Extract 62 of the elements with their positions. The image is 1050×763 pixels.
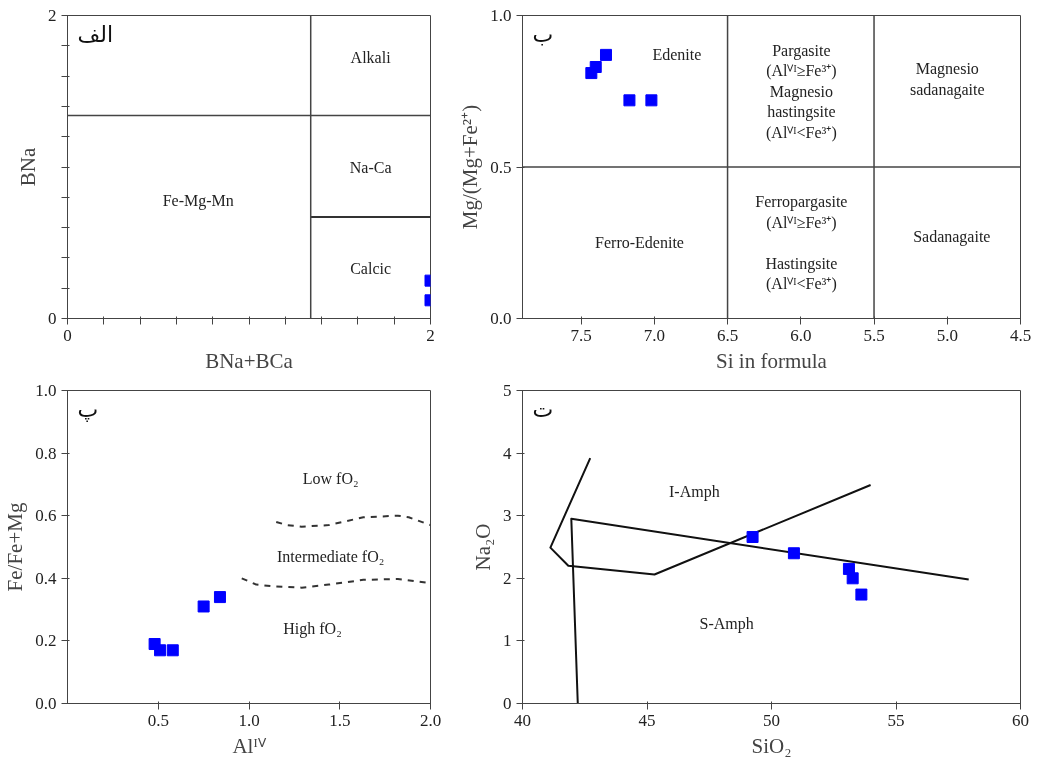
y-tick-label: 1.0	[490, 6, 512, 25]
y-tick-label: 0.0	[490, 309, 512, 328]
chart-title: ب	[532, 21, 554, 47]
x-tick-label: 0	[63, 325, 72, 345]
x-tick-label: 1.0	[238, 710, 260, 730]
x-tick-label: 5.5	[863, 325, 885, 345]
annotation: Ferro-Edenite	[595, 234, 684, 252]
annotation: I-Amph	[668, 483, 720, 502]
y-tick-label: 0.2	[35, 631, 57, 651]
x-axis-title: Si in formula	[716, 348, 828, 373]
x-axis-title: BNa+BCa	[205, 348, 294, 373]
x-axis-title: SiO₂	[751, 733, 792, 758]
x-tick-label: 45	[638, 710, 656, 730]
y-tick-label: 1.0	[35, 381, 57, 400]
x-tick-label: 2	[426, 325, 435, 345]
x-tick-label: 60	[1012, 710, 1029, 730]
y-axis-title: BNa	[16, 147, 40, 187]
annotation: Sadanagaite	[913, 228, 991, 247]
annotation: Low fO₂	[302, 469, 359, 487]
y-tick-label: 2	[503, 568, 512, 588]
x-tick-label: 2.0	[419, 710, 442, 730]
y-tick-label: 1	[503, 631, 512, 651]
y-tick-label: 0.0	[35, 694, 57, 713]
y-tick-label: 2	[48, 6, 57, 25]
y-axis-title: Na₂O	[471, 523, 495, 571]
annotation: Pargasite (Alⱽᴵ≥Fe³⁺) Magnesio hastingsite (Alⱽᴵ<Fe³⁺)	[766, 41, 837, 142]
x-axis-title: Alᴵⱽ	[232, 733, 267, 758]
annotation: High fO₂	[283, 619, 342, 638]
annotation: Edenite	[652, 46, 702, 64]
x-tick-label: 0.5	[147, 710, 169, 730]
x-tick-label: 6.5	[716, 325, 739, 345]
chart-title: ت	[532, 396, 554, 422]
y-tick-label: 0	[503, 694, 512, 713]
y-axis-title: Fe/Fe+Mg	[3, 502, 28, 592]
annotation: Magnesio sadanagaite	[909, 60, 985, 99]
y-tick-label: 4	[503, 443, 512, 463]
x-tick-label: 50	[763, 710, 780, 730]
y-tick-label: 3	[503, 506, 512, 526]
y-axis-title: Mg/(Mg+Fe²⁺)	[458, 104, 483, 230]
x-tick-label: 7.5	[570, 325, 592, 345]
annotation: Alkali	[350, 49, 392, 67]
y-tick-label: 0.4	[35, 568, 57, 588]
annotation: Na-Ca	[349, 158, 392, 176]
y-tick-label: 0.6	[35, 506, 57, 526]
x-tick-label: 40	[514, 710, 531, 730]
annotation: Intermediate fO₂	[277, 547, 385, 565]
x-tick-label: 55	[887, 710, 905, 730]
x-tick-label: 5.0	[936, 325, 958, 345]
text: Ferropargasite (Alⱽᴵ≥Fe³⁺) Hastingsite (Alⱽᴵ<Fe³⁺)	[755, 193, 848, 293]
annotation: Calcic	[350, 260, 392, 278]
x-tick-label: 6.0	[790, 325, 812, 345]
x-tick-label: 4.5	[1009, 325, 1032, 345]
y-tick-label: 0	[48, 309, 57, 328]
y-tick-label: 0.8	[35, 443, 57, 463]
x-tick-label: 7.0	[643, 325, 665, 345]
annotation: S-Amph	[699, 615, 754, 634]
chart-title: الف	[77, 21, 114, 47]
x-tick-label: 1.5	[329, 710, 351, 730]
y-tick-label: 5	[503, 381, 512, 400]
y-tick-label: 0.5	[490, 157, 512, 177]
annotation: Fe-Mg-Mn	[162, 191, 234, 210]
chart-title: پ	[77, 396, 99, 422]
